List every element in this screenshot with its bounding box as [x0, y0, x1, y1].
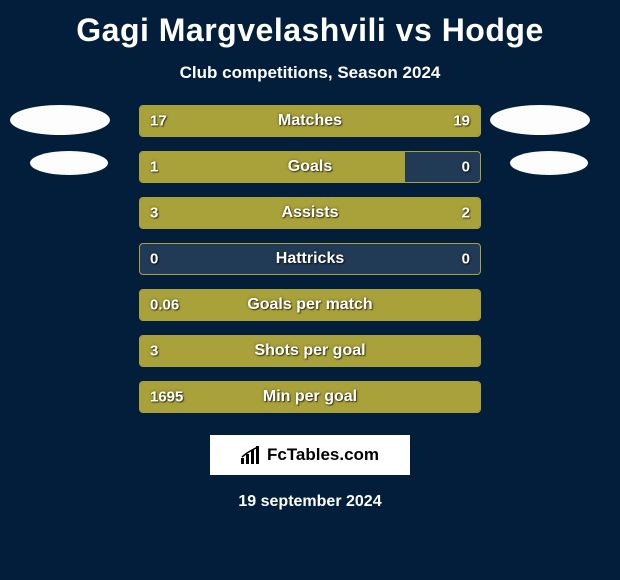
stat-value-right: 0	[462, 251, 470, 268]
stat-label: Matches	[278, 112, 342, 130]
chart-icon	[241, 446, 261, 464]
stat-row: 0.06 Goals per match	[139, 289, 481, 321]
logo-text: FcTables.com	[267, 445, 379, 465]
stat-value-left: 0.06	[150, 297, 179, 314]
player-badge-right	[510, 151, 588, 175]
stat-label: Hattricks	[276, 250, 344, 268]
stat-value-right: 0	[462, 159, 470, 176]
stat-label: Goals per match	[247, 296, 372, 314]
stat-row: 1 0 Goals	[139, 151, 481, 183]
stat-value-left: 0	[150, 251, 158, 268]
stat-label: Min per goal	[263, 388, 357, 406]
stat-row: 3 Shots per goal	[139, 335, 481, 367]
stat-value-right: 19	[453, 113, 470, 130]
page-title: Gagi Margvelashvili vs Hodge	[0, 0, 620, 49]
player-badge-right	[490, 105, 590, 135]
player-badge-left	[10, 105, 110, 135]
stat-label: Goals	[288, 158, 332, 176]
stat-label: Shots per goal	[254, 342, 365, 360]
stat-row: 0 0 Hattricks	[139, 243, 481, 275]
player-badge-left	[30, 151, 108, 175]
stat-value-left: 1695	[150, 389, 183, 406]
logo-box[interactable]: FcTables.com	[210, 435, 410, 475]
stat-label: Assists	[282, 204, 339, 222]
bar-fill-right	[344, 198, 480, 228]
stat-value-left: 1	[150, 159, 158, 176]
footer-date: 19 september 2024	[0, 493, 620, 511]
stat-value-left: 3	[150, 343, 158, 360]
stat-value-left: 3	[150, 205, 158, 222]
comparison-chart: 17 19 Matches 1 0 Goals 3 2 Assists 0 0 Hattricks 0.…	[0, 105, 620, 425]
stat-row: 17 19 Matches	[139, 105, 481, 137]
subtitle: Club competitions, Season 2024	[0, 63, 620, 83]
stat-row: 1695 Min per goal	[139, 381, 481, 413]
bars-container: 17 19 Matches 1 0 Goals 3 2 Assists 0 0 Hattricks 0.…	[139, 105, 481, 413]
stat-value-right: 2	[462, 205, 470, 222]
stat-row: 3 2 Assists	[139, 197, 481, 229]
stat-value-left: 17	[150, 113, 167, 130]
bar-fill-left	[140, 152, 405, 182]
